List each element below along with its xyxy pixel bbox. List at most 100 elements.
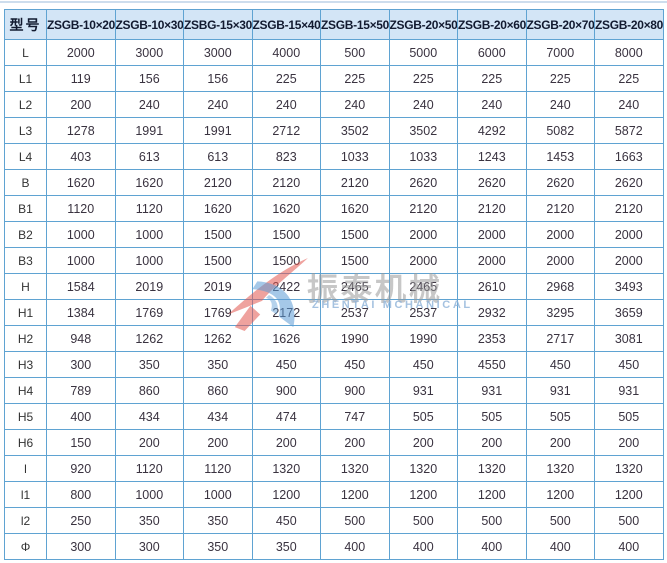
value-cell: 1000 xyxy=(114,247,184,274)
value-cell: 200 xyxy=(457,429,527,456)
value-cell: 200 xyxy=(183,429,253,456)
header-cell: ZSBG-15×30 xyxy=(183,9,253,40)
table-row: H1 1384 1769 1769 2172 2537 2537 2932 3295 3659 xyxy=(4,299,664,326)
value-cell: 900 xyxy=(251,377,321,404)
value-cell: 948 xyxy=(46,325,116,352)
value-cell: 1000 xyxy=(183,481,253,508)
value-cell: 8000 xyxy=(594,39,664,66)
table-row: B 1620 1620 2120 2120 2120 2620 2620 2620 2620 xyxy=(4,169,664,196)
header-cell: ZSGB-20×80 xyxy=(594,9,664,40)
value-cell: 450 xyxy=(320,351,390,378)
value-cell: 2465 xyxy=(320,273,390,300)
value-cell: 1320 xyxy=(525,455,595,482)
value-cell: 1769 xyxy=(114,299,184,326)
table-row: L4 403 613 613 823 1033 1033 1243 1453 1663 xyxy=(4,143,664,170)
table-row: H5 400 434 434 474 747 505 505 505 505 xyxy=(4,403,664,430)
value-cell: 350 xyxy=(183,507,253,534)
table-row: H2 948 1262 1262 1626 1990 1990 2353 2717 3081 xyxy=(4,325,664,352)
value-cell: 200 xyxy=(114,429,184,456)
value-cell: 1278 xyxy=(46,117,116,144)
value-cell: 1620 xyxy=(183,195,253,222)
value-cell: 1620 xyxy=(114,169,184,196)
value-cell: 747 xyxy=(320,403,390,430)
value-cell: 4292 xyxy=(457,117,527,144)
value-cell: 434 xyxy=(183,403,253,430)
value-cell: 200 xyxy=(251,429,321,456)
value-cell: 1200 xyxy=(251,481,321,508)
value-cell: 3081 xyxy=(594,325,664,352)
value-cell: 2620 xyxy=(388,169,458,196)
value-cell: 1200 xyxy=(525,481,595,508)
value-cell: 1000 xyxy=(114,481,184,508)
value-cell: 2120 xyxy=(388,195,458,222)
table-row: L3 1278 1991 1991 2712 3502 3502 4292 5082 5872 xyxy=(4,117,664,144)
top-divider xyxy=(0,1,667,3)
table-row: B2 1000 1000 1500 1500 1500 2000 2000 2000 2000 xyxy=(4,221,664,248)
value-cell: 200 xyxy=(594,429,664,456)
row-label: L xyxy=(4,39,47,66)
value-cell: 1262 xyxy=(114,325,184,352)
value-cell: 931 xyxy=(388,377,458,404)
row-label: Φ xyxy=(4,533,47,560)
value-cell: 1991 xyxy=(114,117,184,144)
value-cell: 450 xyxy=(388,351,458,378)
value-cell: 3502 xyxy=(388,117,458,144)
value-cell: 434 xyxy=(114,403,184,430)
row-label: H4 xyxy=(4,377,47,404)
value-cell: 1120 xyxy=(114,195,184,222)
value-cell: 7000 xyxy=(525,39,595,66)
header-cell: ZSGB-10×30 xyxy=(114,9,184,40)
value-cell: 1500 xyxy=(320,221,390,248)
table-row: H3 300 350 350 450 450 450 4550 450 450 xyxy=(4,351,664,378)
value-cell: 4550 xyxy=(457,351,527,378)
value-cell: 1120 xyxy=(114,455,184,482)
value-cell: 240 xyxy=(457,91,527,118)
value-cell: 1200 xyxy=(320,481,390,508)
value-cell: 6000 xyxy=(457,39,527,66)
value-cell: 300 xyxy=(46,351,116,378)
value-cell: 3493 xyxy=(594,273,664,300)
table-row: L1 119 156 156 225 225 225 225 225 225 xyxy=(4,65,664,92)
value-cell: 240 xyxy=(594,91,664,118)
value-cell: 1200 xyxy=(457,481,527,508)
value-cell: 2120 xyxy=(594,195,664,222)
header-cell: ZSGB-15×40 xyxy=(251,9,321,40)
value-cell: 225 xyxy=(457,65,527,92)
value-cell: 3659 xyxy=(594,299,664,326)
value-cell: 156 xyxy=(114,65,184,92)
value-cell: 1500 xyxy=(183,221,253,248)
value-cell: 474 xyxy=(251,403,321,430)
header-cell: ZSGB-20×50 xyxy=(388,9,458,40)
value-cell: 1320 xyxy=(388,455,458,482)
value-cell: 1620 xyxy=(320,195,390,222)
value-cell: 1033 xyxy=(320,143,390,170)
value-cell: 613 xyxy=(183,143,253,170)
table-row: L2 200 240 240 240 240 240 240 240 240 xyxy=(4,91,664,118)
value-cell: 2120 xyxy=(320,169,390,196)
value-cell: 860 xyxy=(114,377,184,404)
value-cell: 2620 xyxy=(594,169,664,196)
value-cell: 3000 xyxy=(114,39,184,66)
value-cell: 400 xyxy=(46,403,116,430)
value-cell: 5082 xyxy=(525,117,595,144)
value-cell: 2712 xyxy=(251,117,321,144)
value-cell: 225 xyxy=(251,65,321,92)
value-cell: 2120 xyxy=(457,195,527,222)
value-cell: 5000 xyxy=(388,39,458,66)
value-cell: 500 xyxy=(457,507,527,534)
value-cell: 400 xyxy=(525,533,595,560)
value-cell: 505 xyxy=(388,403,458,430)
value-cell: 1453 xyxy=(525,143,595,170)
value-cell: 2620 xyxy=(525,169,595,196)
value-cell: 1500 xyxy=(320,247,390,274)
row-label: H xyxy=(4,273,47,300)
row-label: H1 xyxy=(4,299,47,326)
value-cell: 450 xyxy=(251,507,321,534)
value-cell: 2620 xyxy=(457,169,527,196)
value-cell: 505 xyxy=(594,403,664,430)
value-cell: 931 xyxy=(525,377,595,404)
header-cell: ZSGB-20×60 xyxy=(457,9,527,40)
value-cell: 1500 xyxy=(251,221,321,248)
value-cell: 505 xyxy=(457,403,527,430)
